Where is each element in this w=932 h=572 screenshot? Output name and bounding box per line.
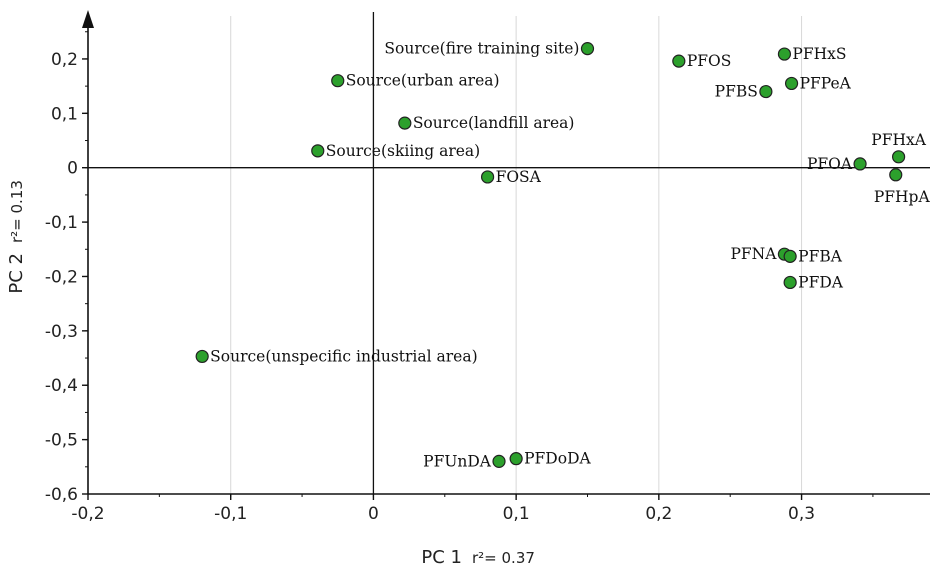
point-label: PFOS <box>687 52 732 70</box>
data-point: PFOA <box>807 155 867 173</box>
data-point: PFNA <box>730 245 792 263</box>
data-point: PFDoDA <box>509 450 592 468</box>
data-point: Source(unspecific industrial area) <box>195 347 478 365</box>
point-label: PFUnDA <box>423 452 492 470</box>
y-tick-label: -0,5 <box>45 431 78 451</box>
point-marker <box>480 170 495 184</box>
data-point: PFDA <box>783 273 844 291</box>
y-tick-label: 0 <box>67 159 78 179</box>
y-tick-label: 0,1 <box>51 104 78 124</box>
x-tick-label: -0,1 <box>214 504 247 524</box>
point-label: Source(skiing area) <box>326 142 480 160</box>
y-tick-label: 0,2 <box>51 50 78 70</box>
y-tick-label: -0,1 <box>45 213 78 233</box>
point-marker <box>853 157 867 171</box>
point-marker <box>672 54 686 68</box>
point-marker <box>783 249 797 263</box>
point-label: PFHxA <box>871 131 926 149</box>
point-marker <box>311 144 325 158</box>
point-label: Source(landfill area) <box>413 114 575 132</box>
point-marker <box>331 74 345 88</box>
y-axis-r2: r²= 0.13 <box>8 180 26 243</box>
x-axis-title: PC 1 <box>421 547 462 568</box>
x-tick-label: -0,2 <box>71 504 104 524</box>
x-axis-r2: r²= 0.37 <box>472 549 535 567</box>
x-tick-label: 0,2 <box>645 504 672 524</box>
point-label: PFDA <box>798 273 844 291</box>
data-point: Source(fire training site) <box>384 40 595 58</box>
data-point: Source(urban area) <box>331 72 500 90</box>
y-axis-title: PC 2 <box>6 253 27 294</box>
point-marker <box>759 84 773 99</box>
data-points: Source(fire training site) Source(urban a… <box>195 40 931 470</box>
point-marker <box>783 275 797 290</box>
point-label: PFHxS <box>792 45 846 63</box>
data-point: PFUnDA <box>423 452 506 470</box>
point-label: PFDoDA <box>524 450 591 468</box>
point-marker <box>509 452 523 466</box>
y-tick-label: -0,3 <box>45 322 78 342</box>
point-marker <box>784 76 799 91</box>
point-marker <box>195 349 209 364</box>
y-tick-label: -0,6 <box>45 485 78 505</box>
point-label: PFBA <box>798 247 843 265</box>
point-marker <box>492 454 506 468</box>
x-tick-label: 0,1 <box>503 504 530 524</box>
point-label: Source(fire training site) <box>384 40 579 58</box>
y-tick-label: -0,4 <box>45 376 78 396</box>
data-point: PFHxS <box>777 45 846 63</box>
data-point: PFHpA <box>874 168 931 206</box>
data-point: Source(landfill area) <box>398 114 575 132</box>
data-point: PFOS <box>672 52 732 70</box>
gridlines <box>230 16 803 494</box>
x-tick-label: 0,3 <box>788 504 815 524</box>
point-label: PFBS <box>715 83 758 101</box>
x-tick-label: 0 <box>368 504 379 524</box>
point-label: FOSA <box>496 168 542 186</box>
y-tick-label: -0,2 <box>45 267 78 287</box>
data-point: PFBA <box>783 247 843 265</box>
point-label: PFPeA <box>800 74 852 92</box>
data-point: PFPeA <box>784 74 852 92</box>
point-marker <box>892 150 906 164</box>
y-axis-arrow <box>82 10 94 28</box>
point-label: PFHpA <box>874 188 931 206</box>
data-point: PFHxA <box>871 131 927 164</box>
point-label: Source(urban area) <box>346 72 500 90</box>
data-point: Source(skiing area) <box>311 142 480 160</box>
point-marker <box>398 116 412 130</box>
data-point: PFBS <box>715 83 773 101</box>
data-point: FOSA <box>480 168 542 186</box>
tick-labels: -0,2 -0,1 0 0,1 0,2 0,3 -0,6 -0,5 -0,4 -0,3 -0,2 -0… <box>45 50 815 524</box>
point-marker <box>777 47 792 61</box>
point-marker <box>580 42 595 56</box>
point-marker <box>889 168 903 182</box>
tick-marks <box>82 31 874 500</box>
point-label: PFOA <box>807 155 853 173</box>
point-label: Source(unspecific industrial area) <box>210 347 477 365</box>
point-label: PFNA <box>730 245 777 263</box>
axes <box>82 10 930 495</box>
